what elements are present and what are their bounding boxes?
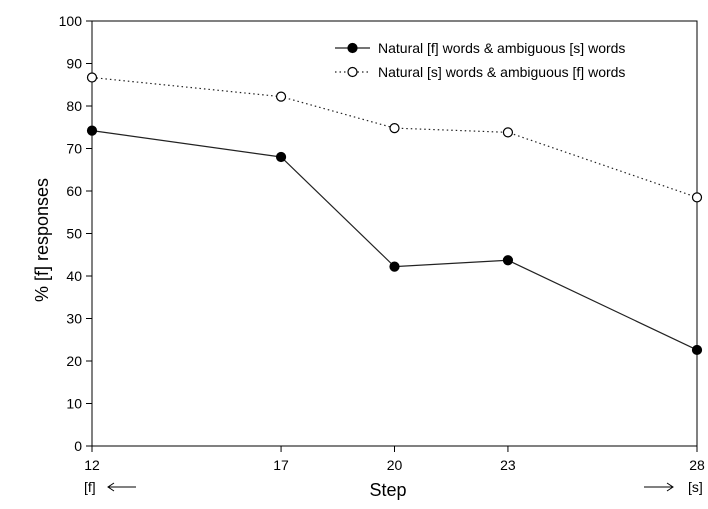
y-tick-label: 20 [66, 353, 82, 369]
x-tick-label: 28 [689, 457, 705, 473]
data-point [502, 255, 514, 266]
data-point [275, 151, 287, 163]
data-point [502, 127, 514, 138]
data-point [86, 125, 98, 136]
arrow-left-icon [107, 482, 136, 492]
y-tick-label: 0 [74, 438, 82, 454]
arrow-head [666, 482, 674, 492]
x-end-label-left: [f] [84, 479, 96, 495]
series-2 [86, 72, 703, 203]
data-point [86, 72, 98, 83]
series-1 [86, 125, 703, 356]
arrow-right-icon [644, 482, 674, 492]
x-tick-label: 23 [500, 457, 516, 473]
data-point [691, 192, 703, 203]
y-tick-label: 50 [66, 226, 82, 242]
x-tick-label: 17 [273, 457, 289, 473]
x-axis-label: Step [369, 480, 406, 500]
y-tick-label: 80 [66, 98, 82, 114]
y-axis-label: % [f] responses [32, 178, 52, 302]
y-tick-label: 10 [66, 396, 82, 412]
y-tick-label: 90 [66, 56, 82, 72]
x-axis-ticks: 12 17 20 23 28 [84, 446, 705, 473]
data-point [275, 91, 287, 102]
legend-marker [347, 66, 358, 78]
y-tick-label: 40 [66, 268, 82, 284]
x-tick-label: 20 [387, 457, 403, 473]
arrow-head [107, 482, 115, 492]
legend-marker [347, 42, 358, 54]
x-tick-label: 12 [84, 457, 100, 473]
data-point [691, 344, 703, 356]
y-tick-label: 60 [66, 183, 82, 199]
legend: Natural [f] words & ambiguous [s] words N… [335, 40, 625, 80]
x-end-label-right: [s] [688, 479, 703, 495]
plot-area [91, 20, 698, 447]
series-line [91, 76, 698, 198]
legend-entry: Natural [f] words & ambiguous [s] words [378, 40, 625, 56]
data-point [389, 261, 400, 272]
y-axis-ticks: 0 10 20 30 40 50 60 70 80 90 100 [59, 13, 92, 454]
y-tick-label: 70 [66, 141, 82, 157]
series-line [91, 130, 698, 351]
data-point [389, 123, 400, 134]
y-tick-label: 100 [59, 13, 83, 29]
series-layer [86, 72, 703, 356]
plot-border [91, 20, 698, 447]
legend-entry: Natural [s] words & ambiguous [f] words [378, 64, 625, 80]
y-tick-label: 30 [66, 311, 82, 327]
